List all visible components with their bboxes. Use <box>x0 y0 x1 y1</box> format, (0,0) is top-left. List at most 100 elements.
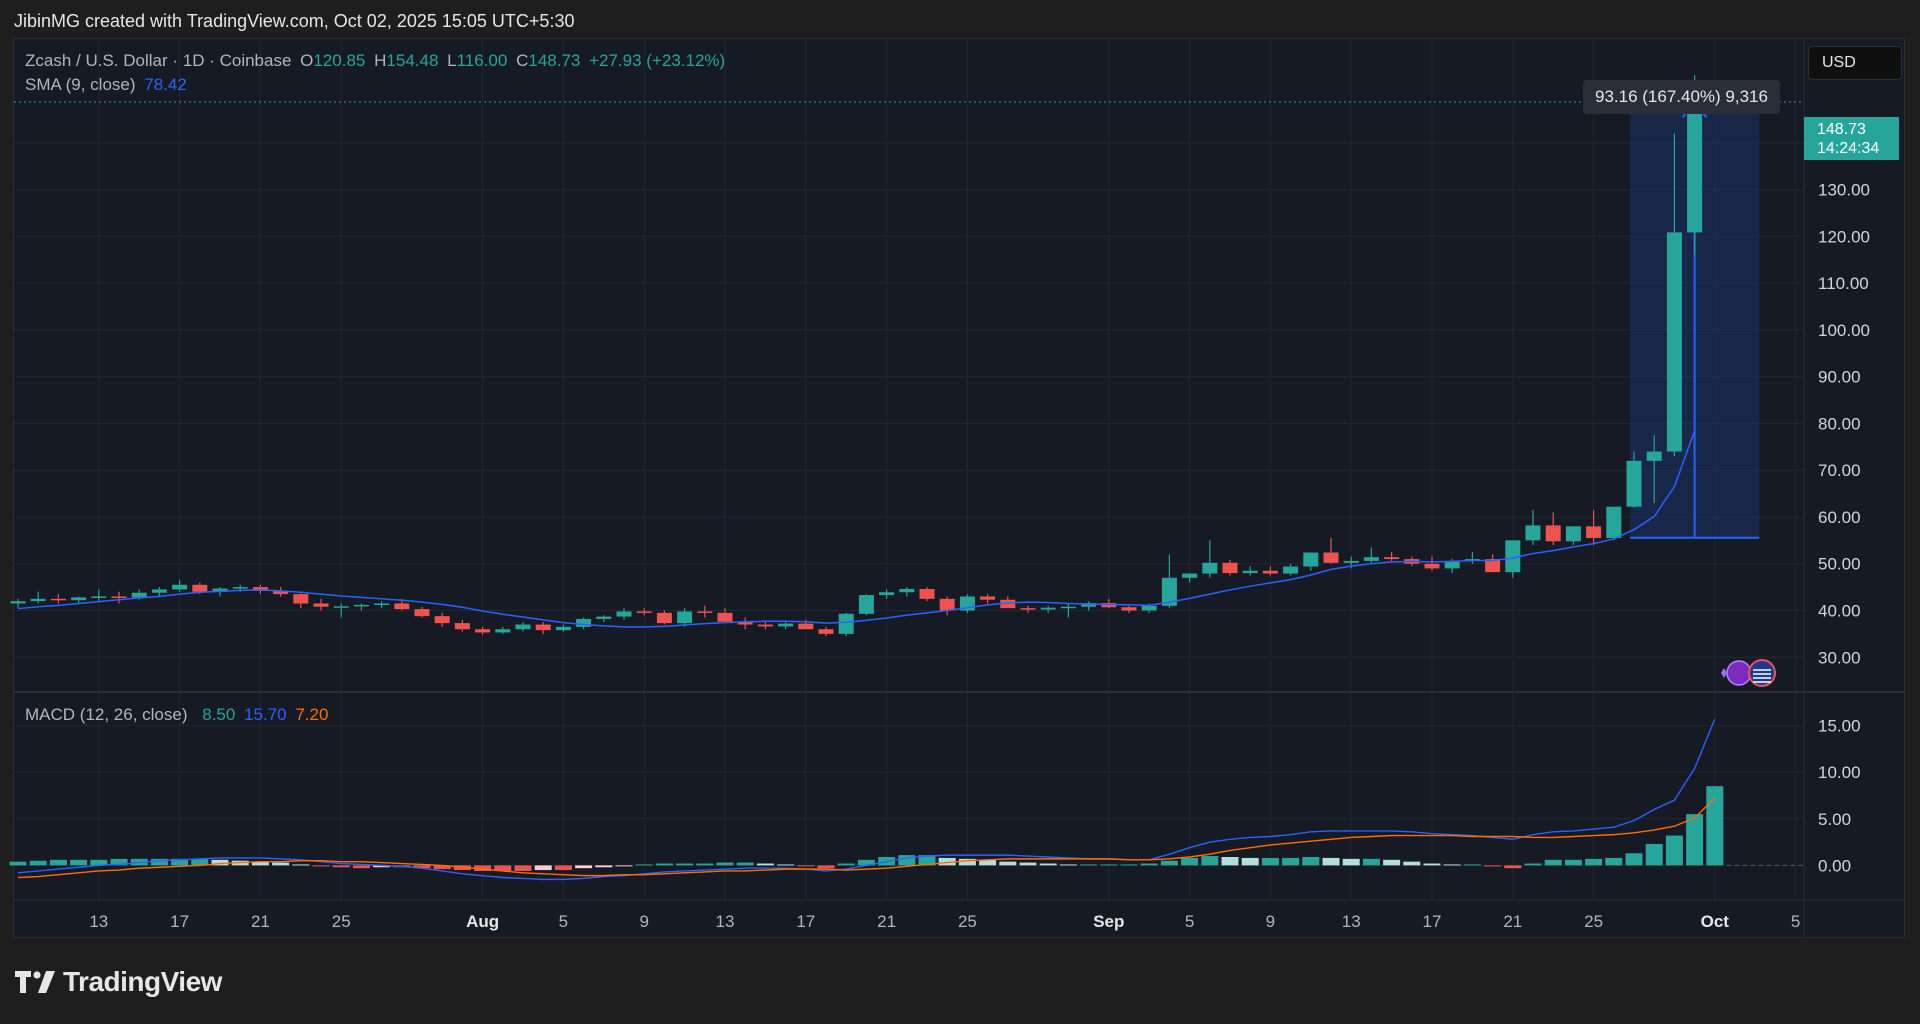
candle-body <box>454 623 470 630</box>
macd-histogram-bar <box>1059 864 1077 866</box>
candle-body <box>111 596 127 598</box>
candle-body <box>1283 566 1299 574</box>
candle-body <box>1020 608 1036 610</box>
candle-body <box>1687 102 1703 233</box>
currency-button[interactable]: USD <box>1808 46 1902 80</box>
macd-histogram-bar <box>474 865 492 871</box>
macd-histogram-bar <box>1504 865 1522 869</box>
macd-histogram-bar <box>251 861 269 866</box>
candle-body <box>71 597 87 601</box>
candle-body <box>778 623 794 627</box>
price-axis-tick: 90.00 <box>1818 368 1861 387</box>
price-axis-tick: 50.00 <box>1818 555 1861 574</box>
macd-histogram-bar <box>1019 862 1037 866</box>
candle-body <box>1505 540 1521 573</box>
open-label: O <box>300 51 314 70</box>
macd-histogram-bar <box>999 861 1017 866</box>
event-ideas-icon <box>1726 660 1752 686</box>
last-price-tag: 148.73 14:24:34 <box>1804 117 1899 160</box>
macd-histogram-bar <box>1302 857 1320 866</box>
macd-histogram-bar <box>312 865 330 867</box>
candle-body <box>131 592 147 598</box>
macd-histogram-bar <box>958 858 976 866</box>
macd-histogram-bar <box>797 865 815 867</box>
tradingview-logo[interactable]: TradingView <box>15 966 222 998</box>
measure-label: 93.16 (167.40%) 9,316 <box>1583 80 1780 114</box>
candle-body <box>374 603 390 605</box>
sma-value: 78.42 <box>144 75 187 94</box>
time-axis-tick: 25 <box>332 912 351 931</box>
macd-axis-tick: 5.00 <box>1818 810 1851 829</box>
macd-histogram-bar <box>1120 864 1138 866</box>
macd-histogram-bar <box>1645 843 1663 866</box>
macd-histogram-bar <box>1403 861 1421 866</box>
candle-body <box>636 611 652 613</box>
macd-histogram-bar <box>1181 857 1199 866</box>
time-axis-tick: 13 <box>89 912 108 931</box>
candle-body <box>717 612 733 622</box>
candle-body <box>475 629 491 633</box>
candle-body <box>1303 552 1319 567</box>
macd-histogram-bar <box>1261 857 1279 866</box>
sma-label[interactable]: SMA (9, close) <box>25 75 136 94</box>
close-label: C <box>516 51 529 70</box>
macd-histogram-bar <box>777 864 795 866</box>
candle-body <box>1081 603 1097 607</box>
candle-body <box>798 623 814 630</box>
candle-body <box>919 588 935 599</box>
time-axis-tick: 25 <box>1584 912 1603 931</box>
macd-histogram-bar <box>1039 863 1057 866</box>
price-axis-tick: 130.00 <box>1818 181 1870 200</box>
macd-axis-tick: 15.00 <box>1818 717 1861 736</box>
macd-signal-line <box>17 797 1716 879</box>
macd-legend[interactable]: MACD (12, 26, close) 8.50 15.70 7.20 <box>25 705 332 725</box>
candle-body <box>151 589 167 593</box>
macd-histogram-bar <box>70 859 88 866</box>
symbol-name[interactable]: Zcash / U.S. Dollar · 1D · Coinbase <box>25 51 292 70</box>
macd-label[interactable]: MACD (12, 26, close) <box>25 705 188 724</box>
candle-body <box>1262 570 1278 574</box>
sma-legend[interactable]: SMA (9, close) 78.42 <box>25 75 191 95</box>
price-axis-tick: 80.00 <box>1818 414 1861 433</box>
candle-body <box>1565 526 1581 542</box>
price-axis-tick: 110.00 <box>1818 274 1869 293</box>
macd-histogram-bar <box>837 863 855 866</box>
macd-histogram-bar <box>110 858 128 866</box>
macd-histogram-bar <box>1160 860 1178 866</box>
low-label: L <box>447 51 457 70</box>
macd-histogram-bar <box>817 865 835 869</box>
candle-body <box>1606 506 1622 539</box>
candle-body <box>353 604 369 607</box>
sma-line <box>17 430 1696 628</box>
sparkle-icon <box>1721 668 1727 678</box>
macd-line <box>17 718 1716 881</box>
candle-body <box>1626 460 1642 507</box>
price-axis-tick: 100.00 <box>1818 321 1870 340</box>
candle-body <box>394 603 410 610</box>
high-label: H <box>374 51 387 70</box>
change-value: +27.93 (+23.12%) <box>589 51 726 70</box>
macd-histogram-bar <box>756 863 774 866</box>
chart-frame[interactable] <box>13 38 1905 938</box>
macd-histogram-bar <box>413 865 431 869</box>
macd-histogram-bar <box>272 862 290 866</box>
macd-histogram-bar <box>979 859 997 866</box>
macd-histogram-bar <box>1605 857 1623 866</box>
time-axis-tick: Oct <box>1701 912 1730 931</box>
macd-histogram-bar <box>554 865 572 871</box>
price-axis-tick: 70.00 <box>1818 461 1861 480</box>
candle-body <box>192 584 208 592</box>
macd-histogram-bar <box>1140 863 1158 866</box>
macd-histogram-bar <box>1423 863 1441 866</box>
time-axis-tick: 13 <box>1342 912 1361 931</box>
price-axis-tick: 60.00 <box>1818 508 1861 527</box>
macd-histogram-bar <box>534 865 552 871</box>
candle-body <box>293 594 309 604</box>
symbol-legend[interactable]: Zcash / U.S. Dollar · 1D · Coinbase O120… <box>25 51 729 71</box>
time-axis-tick: 5 <box>1791 912 1800 931</box>
macd-histogram-bar <box>635 864 653 866</box>
candle-body <box>414 609 430 617</box>
candle-body <box>1182 573 1198 578</box>
close-value: 148.73 <box>528 51 581 70</box>
